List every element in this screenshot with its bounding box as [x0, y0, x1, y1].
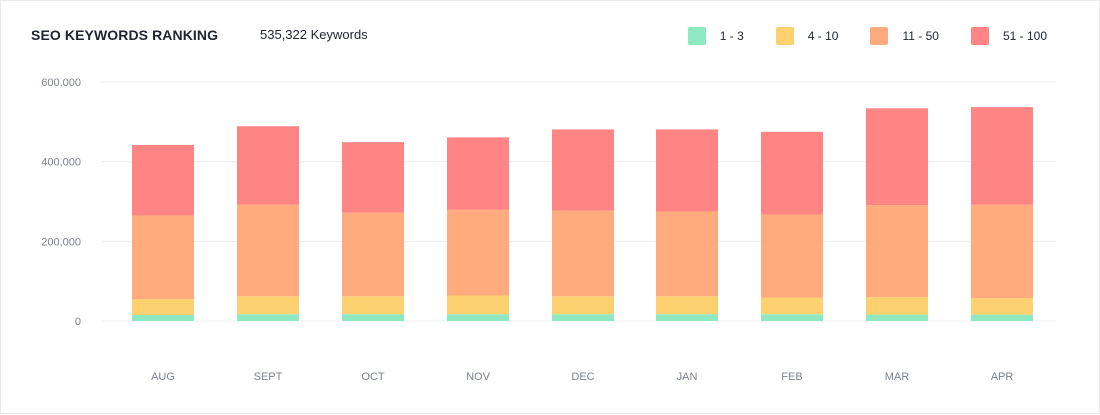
bar-segment[interactable] — [342, 314, 404, 321]
bar-segment[interactable] — [237, 204, 299, 297]
legend-item-51-100[interactable]: 51 - 100 — [970, 27, 1047, 45]
legend-swatch-4-10 — [775, 27, 794, 45]
bar-segment[interactable] — [552, 296, 614, 315]
legend-item-4-10[interactable]: 4 - 10 — [775, 27, 839, 45]
x-tick-label: SEPT — [254, 371, 283, 383]
bar-segment[interactable] — [656, 129, 718, 212]
legend-label-1-3: 1 - 3 — [719, 29, 744, 43]
bar-segment[interactable] — [237, 314, 299, 321]
x-tick-label: APR — [991, 371, 1014, 383]
bar-segment[interactable] — [971, 314, 1033, 321]
x-tick-label: AUG — [151, 371, 175, 383]
legend-swatch-1-3 — [687, 27, 706, 45]
bar-segment[interactable] — [866, 297, 928, 315]
bar-segment[interactable] — [866, 205, 928, 298]
bar-segment[interactable] — [132, 315, 194, 321]
bar-segment[interactable] — [761, 314, 823, 321]
bar-segment[interactable] — [552, 210, 614, 297]
legend-swatch-11-50 — [870, 27, 889, 45]
bar-segment[interactable] — [656, 314, 718, 321]
bar-segment[interactable] — [342, 296, 404, 315]
bar-segment[interactable] — [447, 209, 509, 296]
bar-segment[interactable] — [971, 107, 1033, 205]
legend-label-4-10: 4 - 10 — [807, 29, 839, 43]
y-tick-label: 400,000 — [41, 157, 81, 169]
legend-item-11-50[interactable]: 11 - 50 — [870, 27, 939, 45]
bar-segment[interactable] — [866, 314, 928, 321]
y-tick-label: 0 — [75, 316, 81, 328]
bar-segment[interactable] — [342, 212, 404, 297]
bar-segment[interactable] — [552, 314, 614, 321]
chart-title: SEO KEYWORDS RANKING — [31, 27, 219, 43]
x-tick-label: DEC — [571, 371, 594, 383]
x-tick-label: JAN — [677, 371, 698, 383]
y-tick-label: 200,000 — [41, 236, 81, 248]
x-tick-label: NOV — [466, 371, 491, 383]
bar-segment[interactable] — [237, 296, 299, 315]
bar-segment[interactable] — [447, 295, 509, 315]
bar-segment[interactable] — [656, 211, 718, 297]
bar-segment[interactable] — [971, 204, 1033, 299]
bar-segment[interactable] — [552, 129, 614, 211]
bar-segment[interactable] — [132, 215, 194, 300]
bar-segment[interactable] — [656, 296, 718, 315]
legend-swatch-51-100 — [970, 27, 989, 45]
x-tick-label: FEB — [781, 371, 802, 383]
bar-segment[interactable] — [761, 214, 823, 298]
bar-segment[interactable] — [342, 142, 404, 213]
bar-segment[interactable] — [971, 298, 1033, 315]
x-tick-label: MAR — [885, 371, 910, 383]
x-tick-label: OCT — [361, 371, 385, 383]
bar-segment[interactable] — [761, 131, 823, 215]
bar-segment[interactable] — [866, 108, 928, 206]
legend-label-11-50: 11 - 50 — [902, 29, 939, 43]
y-tick-label: 600,000 — [41, 77, 81, 89]
bar-segment[interactable] — [447, 137, 509, 210]
legend-label-51-100: 51 - 100 — [1002, 29, 1047, 43]
legend-item-1-3[interactable]: 1 - 3 — [687, 27, 744, 45]
bar-segment[interactable] — [237, 126, 299, 205]
keyword-count: 535,322 Keywords — [260, 27, 368, 42]
bar-segment[interactable] — [132, 299, 194, 316]
bar-segment[interactable] — [761, 297, 823, 315]
legend: 1 - 3 4 - 10 11 - 50 51 - 100 — [687, 27, 1047, 45]
bar-segment[interactable] — [132, 144, 194, 216]
bar-segment[interactable] — [447, 314, 509, 321]
